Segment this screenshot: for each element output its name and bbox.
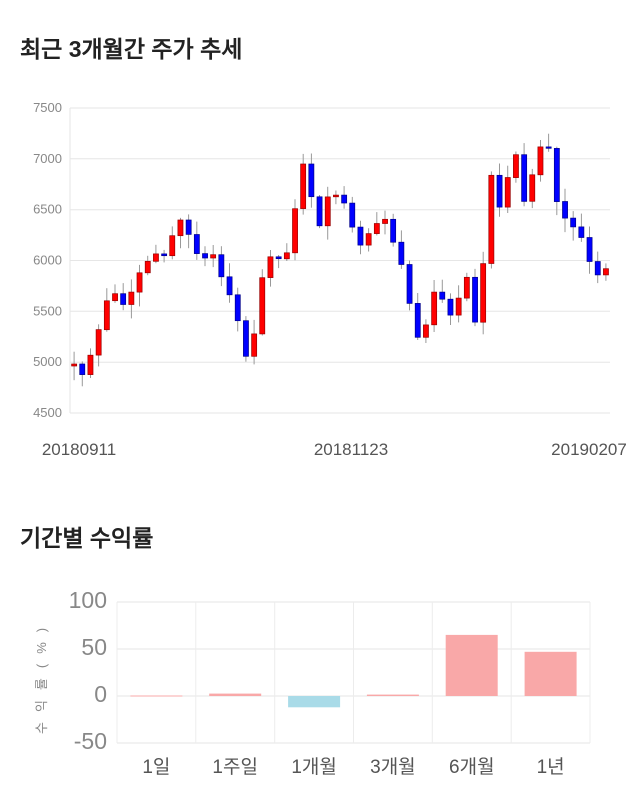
- svg-text:6개월: 6개월: [449, 756, 495, 778]
- svg-text:1주일: 1주일: [212, 756, 258, 778]
- svg-text:0: 0: [94, 681, 107, 707]
- svg-text:-50: -50: [74, 728, 107, 754]
- svg-text:100: 100: [69, 587, 107, 613]
- svg-text:1일: 1일: [142, 756, 170, 778]
- svg-text:1년: 1년: [537, 756, 565, 778]
- svg-text:3개월: 3개월: [370, 756, 416, 778]
- svg-text:1개월: 1개월: [291, 756, 337, 778]
- svg-text:50: 50: [81, 634, 107, 660]
